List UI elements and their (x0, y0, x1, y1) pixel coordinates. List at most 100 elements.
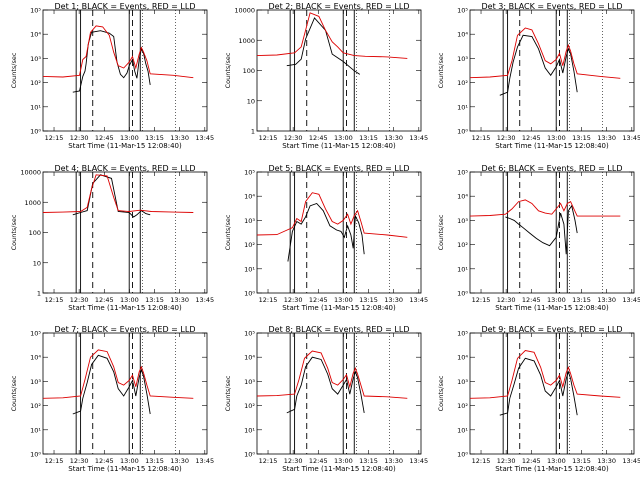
y-tick-label: 10⁴ (457, 193, 468, 201)
panel-det-9: Det 9; BLACK = Events, RED = LLD 12:15 12:… (437, 325, 640, 473)
y-tick-label: 10² (457, 79, 468, 87)
y-tick-label: 10⁴ (30, 354, 41, 362)
panel-det-1: Det 1; BLACK = Events, RED = LLD 12:15 12:… (10, 2, 214, 150)
y-tick-label: 10⁰ (30, 451, 41, 459)
y-tick-label: 10⁴ (244, 193, 255, 201)
events-series-line (499, 357, 578, 416)
lld-series-line (469, 27, 621, 79)
x-axis-label: Start Time (11-Mar-15 12:08:40) (282, 465, 396, 473)
y-tick-label: 10¹ (244, 265, 255, 273)
plot-frame (469, 9, 635, 132)
y-tick-label: 10² (457, 241, 468, 249)
plot-frame (469, 332, 635, 455)
x-tick-label: 12:30 (284, 296, 303, 304)
panel-title: Det 8; BLACK = Events, RED = LLD (269, 325, 410, 334)
x-axis-label: Start Time (11-Mar-15 12:08:40) (495, 142, 609, 150)
y-axis-label: Counts/sec (224, 214, 232, 250)
panel-title: Det 2; BLACK = Events, RED = LLD (269, 2, 410, 11)
events-series-line (286, 356, 365, 414)
x-tick-label: 13:30 (384, 457, 403, 465)
y-tick-label: 10² (30, 402, 41, 410)
y-tick-label: 10³ (457, 378, 468, 386)
events-series-line (72, 30, 151, 93)
y-tick-label: 10⁵ (244, 330, 255, 338)
y-tick-label: 1 (251, 128, 255, 136)
plot-frame (42, 9, 208, 132)
y-tick-label: 10 (33, 259, 41, 267)
plot-frame (256, 9, 422, 132)
x-tick-label: 12:45 (95, 296, 114, 304)
y-tick-label: 10¹ (244, 426, 255, 434)
events-series-line (287, 202, 365, 262)
x-tick-label: 13:30 (597, 134, 616, 142)
panel-det-5: Det 5; BLACK = Events, RED = LLD 12:15 12:… (224, 164, 428, 312)
y-tick-label: 10² (30, 79, 41, 87)
y-tick-label: 10⁰ (30, 128, 41, 136)
x-tick-label: 13:30 (170, 296, 189, 304)
y-tick-label: 10⁰ (457, 128, 468, 136)
y-tick-label: 10⁵ (30, 330, 41, 338)
y-tick-label: 10³ (457, 217, 468, 225)
events-series-line (499, 34, 578, 96)
x-tick-label: 13:00 (547, 457, 566, 465)
x-tick-label: 13:45 (622, 134, 640, 142)
lld-series-line (42, 174, 194, 213)
plot-frame (469, 171, 635, 294)
events-series-line (286, 17, 361, 75)
y-tick-label: 10⁵ (457, 330, 468, 338)
x-tick-label: 12:15 (45, 134, 64, 142)
x-tick-label: 12:45 (522, 134, 541, 142)
x-tick-label: 12:15 (45, 457, 64, 465)
x-tick-label: 12:15 (472, 296, 491, 304)
y-tick-label: 10³ (244, 378, 255, 386)
y-tick-label: 1 (37, 290, 41, 298)
x-axis-label: Start Time (11-Mar-15 12:08:40) (495, 304, 609, 312)
y-tick-label: 10² (457, 402, 468, 410)
x-tick-label: 12:30 (284, 457, 303, 465)
x-tick-label: 12:45 (95, 457, 114, 465)
panel-det-8: Det 8; BLACK = Events, RED = LLD 12:15 12:… (224, 325, 428, 473)
x-tick-label: 12:45 (95, 134, 114, 142)
x-tick-label: 13:30 (170, 457, 189, 465)
y-axis-label: Counts/sec (437, 375, 445, 411)
panel-det-3: Det 3; BLACK = Events, RED = LLD 12:15 12:… (437, 2, 640, 150)
y-tick-label: 10⁵ (244, 169, 255, 177)
x-tick-label: 13:45 (409, 134, 428, 142)
lld-series-line (256, 350, 408, 399)
lld-series-line (469, 350, 621, 399)
x-axis-label: Start Time (11-Mar-15 12:08:40) (495, 465, 609, 473)
events-series-line (505, 204, 578, 255)
panel-title: Det 4; BLACK = Events, RED = LLD (55, 164, 196, 173)
panel-det-4: Det 4; BLACK = Events, RED = LLD 12:15 12:… (10, 164, 214, 312)
y-tick-label: 10 (247, 97, 255, 105)
y-tick-label: 10¹ (457, 103, 468, 111)
x-tick-label: 12:15 (259, 134, 278, 142)
y-tick-label: 10⁵ (457, 7, 468, 15)
y-tick-label: 10³ (244, 217, 255, 225)
x-tick-label: 13:30 (170, 134, 189, 142)
x-tick-label: 13:15 (359, 457, 378, 465)
lld-series-line (42, 349, 194, 399)
y-tick-label: 10000 (20, 169, 41, 177)
y-tick-label: 10⁰ (457, 451, 468, 459)
y-tick-label: 10⁴ (457, 354, 468, 362)
y-tick-label: 10⁴ (457, 31, 468, 39)
x-tick-label: 13:00 (120, 296, 139, 304)
x-tick-label: 13:30 (384, 134, 403, 142)
x-axis-label: Start Time (11-Mar-15 12:08:40) (282, 142, 396, 150)
x-tick-label: 13:00 (120, 457, 139, 465)
x-tick-label: 13:00 (334, 296, 353, 304)
panel-title: Det 3; BLACK = Events, RED = LLD (482, 2, 623, 11)
x-tick-label: 12:45 (309, 457, 328, 465)
panel-det-6: Det 6; BLACK = Events, RED = LLD 12:15 12:… (437, 164, 640, 312)
x-tick-label: 12:30 (70, 296, 89, 304)
panel-det-2: Det 2; BLACK = Events, RED = LLD 12:15 12:… (224, 2, 428, 150)
y-tick-label: 10⁵ (457, 169, 468, 177)
x-tick-label: 12:30 (284, 134, 303, 142)
x-tick-label: 13:15 (572, 134, 591, 142)
x-tick-label: 12:45 (522, 296, 541, 304)
x-tick-label: 13:00 (547, 134, 566, 142)
x-tick-label: 13:45 (409, 457, 428, 465)
panel-title: Det 9; BLACK = Events, RED = LLD (482, 325, 623, 334)
